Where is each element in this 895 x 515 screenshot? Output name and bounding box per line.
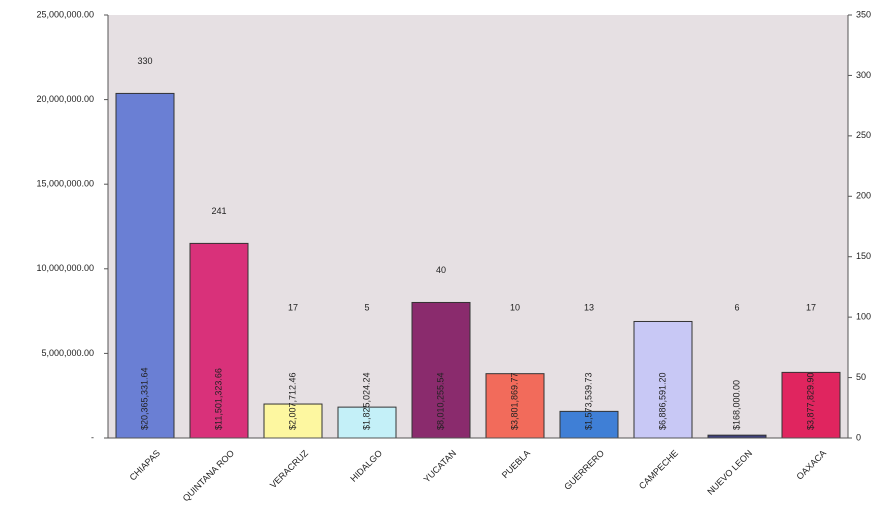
bar bbox=[411, 301, 471, 439]
y2-tick-label: 150 bbox=[856, 251, 871, 261]
count-label: 5 bbox=[364, 302, 369, 312]
y-tick-label: 25,000,000.00 bbox=[36, 9, 94, 19]
bar bbox=[781, 371, 841, 439]
bar bbox=[633, 320, 693, 439]
count-label: 241 bbox=[211, 206, 226, 216]
x-tick-label: QUINTANA ROO bbox=[181, 448, 236, 503]
value-label: $6,886,591.20 bbox=[657, 372, 667, 430]
value-label: $168,000.00 bbox=[731, 380, 741, 430]
x-tick-label: CAMPECHE bbox=[637, 448, 680, 491]
x-tick-label: VERACRUZ bbox=[268, 448, 310, 490]
value-label: $1,573,539.73 bbox=[583, 372, 593, 430]
value-label: $3,877,829.90 bbox=[805, 372, 815, 430]
y-tick-label: 10,000,000.00 bbox=[36, 263, 94, 273]
count-label: 17 bbox=[806, 302, 816, 312]
y2-tick-label: 350 bbox=[856, 9, 871, 19]
bar bbox=[337, 406, 397, 439]
y2-tick-label: 250 bbox=[856, 130, 871, 140]
y2-tick-label: 300 bbox=[856, 70, 871, 80]
value-label: $8,010,255.54 bbox=[435, 372, 445, 430]
y-tick-label: 5,000,000.00 bbox=[41, 348, 94, 358]
count-label: 40 bbox=[436, 265, 446, 275]
count-label: 10 bbox=[510, 302, 520, 312]
value-label: $1,825,024.24 bbox=[361, 372, 371, 430]
count-label: 13 bbox=[584, 302, 594, 312]
bar bbox=[263, 403, 323, 439]
x-tick-label: NUEVO LEON bbox=[705, 448, 754, 497]
y-tick-label: - bbox=[91, 432, 94, 442]
value-label: $11,501,323.66 bbox=[213, 368, 223, 430]
count-label: 17 bbox=[288, 302, 298, 312]
y-tick-label: 15,000,000.00 bbox=[36, 179, 94, 189]
value-label: $3,801,869.77 bbox=[509, 372, 519, 430]
bar bbox=[189, 242, 249, 439]
y2-tick-label: 0 bbox=[856, 432, 861, 442]
bar bbox=[559, 410, 619, 439]
y2-tick-label: 100 bbox=[856, 312, 871, 322]
count-label: 330 bbox=[137, 56, 152, 66]
x-tick-label: HIDALGO bbox=[348, 448, 384, 484]
bar bbox=[115, 92, 175, 439]
x-tick-label: YUCATAN bbox=[422, 448, 459, 485]
y-tick-label: 20,000,000.00 bbox=[36, 94, 94, 104]
y2-tick-label: 200 bbox=[856, 191, 871, 201]
x-tick-label: CHIAPAS bbox=[128, 448, 163, 483]
count-label: 6 bbox=[734, 302, 739, 312]
value-label: $2,007,712.46 bbox=[287, 372, 297, 430]
value-label: $20,365,331.64 bbox=[139, 367, 149, 430]
y2-tick-label: 50 bbox=[856, 372, 866, 382]
x-tick-label: OAXACA bbox=[794, 448, 828, 482]
x-tick-label: GUERRERO bbox=[562, 448, 606, 492]
x-tick-label: PUEBLA bbox=[500, 448, 532, 480]
